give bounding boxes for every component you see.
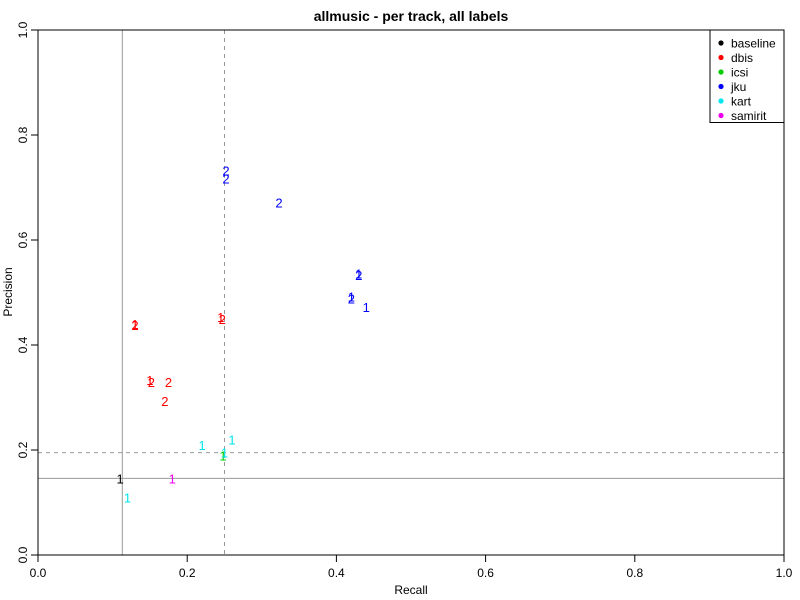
y-axis-label: Precision [1, 267, 15, 316]
data-point-icsi: 1 [219, 448, 226, 463]
data-point-dbis: 2 [131, 318, 138, 333]
x-axis-label: Recall [394, 583, 427, 597]
data-point-dbis: 1 [146, 373, 153, 388]
x-tick-label: 0.0 [30, 566, 47, 580]
data-point-dbis: 2 [219, 312, 226, 327]
data-point-dbis: 1 [217, 310, 224, 325]
data-point-jku: 1 [355, 267, 362, 282]
data-point-jku: 2 [222, 164, 229, 179]
data-point-kart: 1 [124, 490, 131, 505]
legend-label-dbis: dbis [731, 51, 753, 65]
data-point-samirit: 1 [169, 471, 176, 486]
data-point-dbis: 1 [131, 317, 138, 332]
y-axis: 0.0 0.2 0.4 0.6 0.8 1.0 [16, 21, 38, 563]
data-point-kart: 1 [199, 438, 206, 453]
data-point-baseline: 1 [116, 471, 123, 486]
data-point-dbis: 2 [161, 394, 168, 409]
legend-label-icsi: icsi [731, 66, 748, 80]
data-point-kart: 1 [228, 433, 235, 448]
legend-swatch-samirit [718, 112, 724, 119]
data-point-kart: 1 [221, 446, 228, 461]
legend-label-jku: jku [730, 80, 746, 94]
legend-swatch-dbis [718, 54, 724, 61]
x-axis: 0.0 0.2 0.4 0.6 0.8 1.0 [30, 555, 793, 580]
data-point-jku: 1 [363, 300, 370, 315]
data-point-jku: 1 [348, 290, 355, 305]
legend-swatch-baseline [718, 40, 724, 46]
data-point-jku: 2 [348, 291, 355, 306]
data-point-jku: 2 [275, 196, 282, 211]
x-tick-label: 0.4 [328, 566, 345, 580]
legend-swatch-icsi [718, 69, 724, 75]
y-tick-label: 0.0 [16, 546, 30, 563]
chart-title: allmusic - per track, all labels [314, 8, 509, 24]
x-tick-label: 1.0 [776, 566, 793, 580]
y-tick-label: 0.2 [16, 441, 30, 458]
data-point-dbis: 2 [148, 375, 155, 390]
x-tick-label: 0.8 [626, 566, 643, 580]
y-tick-label: 0.4 [16, 336, 30, 353]
legend-label-baseline: baseline [731, 37, 776, 51]
data-point-jku: 2 [222, 172, 229, 187]
x-tick-label: 0.6 [477, 566, 494, 580]
y-tick-label: 0.6 [16, 231, 30, 248]
x-tick-label: 0.2 [179, 566, 196, 580]
legend-box [709, 29, 785, 123]
legend-swatch-kart [718, 98, 724, 104]
legend-label-kart: kart [731, 95, 752, 109]
legend-label-samirit: samirit [731, 109, 767, 123]
data-point-jku: 2 [355, 268, 362, 283]
y-tick-label: 1.0 [16, 21, 30, 38]
y-tick-label: 0.8 [16, 126, 30, 143]
data-point-dbis: 2 [165, 375, 172, 390]
reference-lines [38, 30, 784, 555]
plot-frame [37, 29, 785, 556]
legend-swatch-jku [718, 83, 724, 90]
